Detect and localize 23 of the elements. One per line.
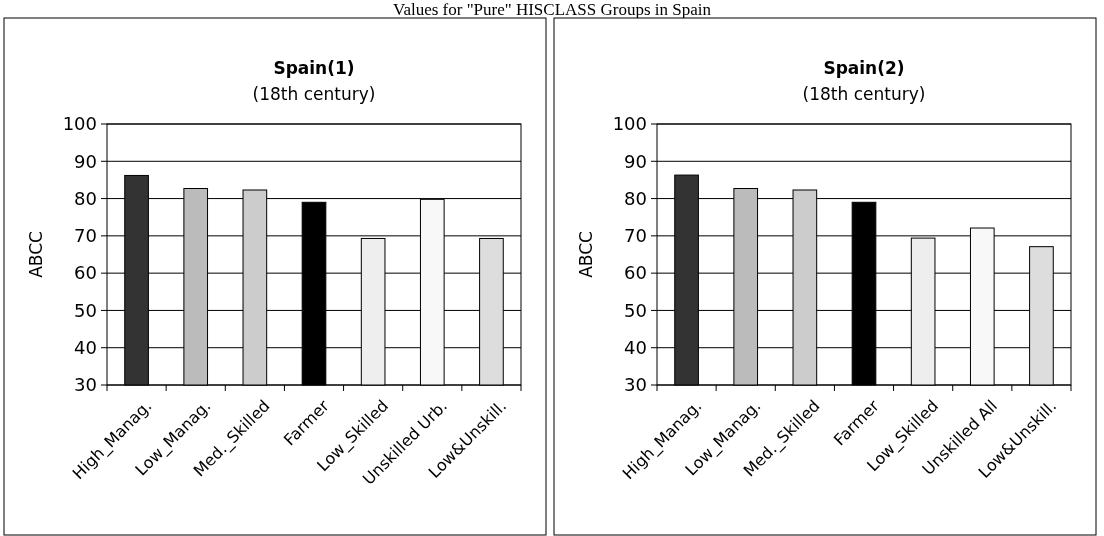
y-tick-label: 80 (624, 187, 647, 209)
y-tick-label: 30 (74, 374, 97, 396)
chart-subtitle: (18th century) (802, 84, 926, 104)
y-tick-label: 90 (74, 150, 97, 172)
y-tick-label: 50 (74, 299, 97, 321)
y-tick-label: 100 (62, 113, 97, 135)
y-tick-label: 50 (624, 299, 647, 321)
y-tick-label: 60 (74, 262, 97, 284)
chart-subtitle: (18th century) (252, 84, 376, 104)
y-tick-label: 100 (612, 113, 647, 135)
y-tick-label: 70 (624, 225, 647, 247)
y-tick-label: 30 (624, 374, 647, 396)
chart-title: Spain(2) (823, 58, 905, 78)
chart-title: Spain(1) (273, 58, 355, 78)
y-tick-label: 90 (624, 150, 647, 172)
y-tick-label: 80 (74, 187, 97, 209)
y-axis-title: ABCC (26, 231, 46, 278)
y-tick-label: 40 (74, 337, 97, 359)
y-tick-label: 60 (624, 262, 647, 284)
y-axis-title: ABCC (576, 231, 596, 278)
y-tick-label: 70 (74, 225, 97, 247)
y-tick-label: 40 (624, 337, 647, 359)
text: Values for "Pure" HISCLASS Groups in Spain (393, 0, 712, 19)
